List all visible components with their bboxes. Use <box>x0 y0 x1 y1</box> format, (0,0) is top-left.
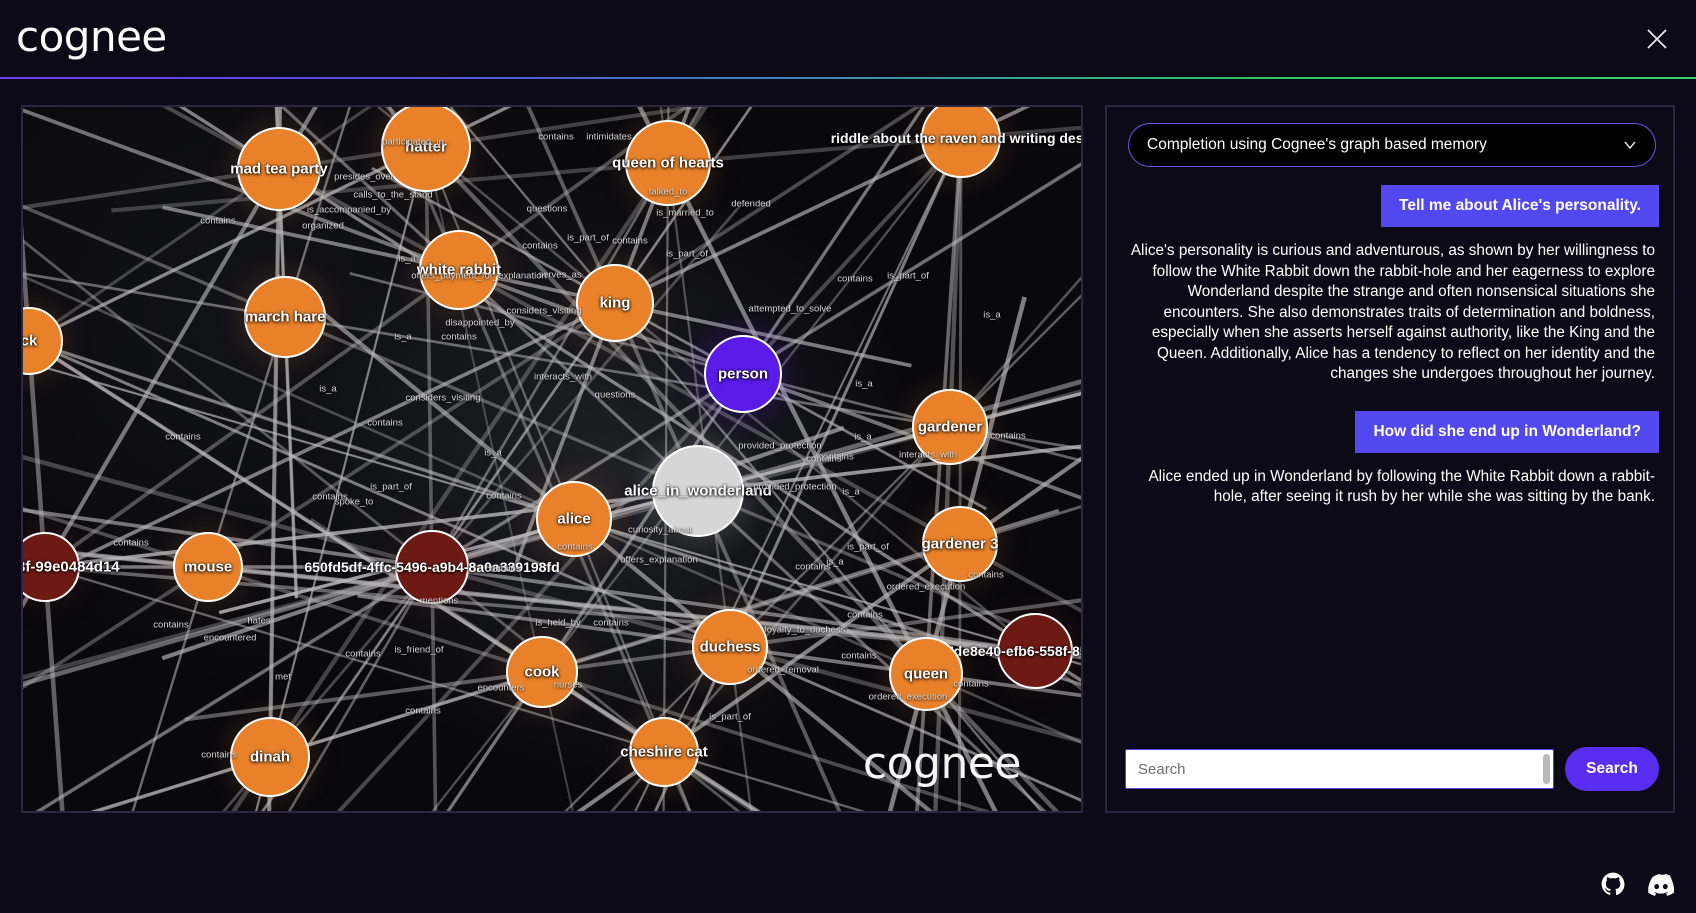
footer-social-links <box>1600 871 1674 897</box>
search-row: Search <box>1125 747 1659 791</box>
search-input-wrapper <box>1125 749 1554 789</box>
chat-message-user: How did she end up in Wonderland? <box>1355 410 1659 453</box>
graph-node[interactable] <box>395 530 469 604</box>
search-mode-value: Completion using Cognee's graph based me… <box>1147 136 1487 153</box>
github-icon[interactable] <box>1600 871 1626 897</box>
chat-panel: Completion using Cognee's graph based me… <box>1105 105 1675 813</box>
header-divider <box>0 77 1696 79</box>
graph-node[interactable] <box>921 107 1001 178</box>
search-button[interactable]: Search <box>1565 747 1659 791</box>
graph-node[interactable] <box>536 481 612 557</box>
close-icon[interactable] <box>1640 22 1674 56</box>
graph-node[interactable] <box>244 276 326 358</box>
graph-node[interactable] <box>173 532 243 602</box>
search-input[interactable] <box>1125 749 1554 789</box>
graph-node[interactable] <box>23 532 80 602</box>
knowledge-graph-panel[interactable]: hatter mad tea party queen of hearts riddle… <box>21 105 1083 813</box>
graph-node[interactable] <box>997 613 1073 689</box>
app-header: cognee <box>0 0 1696 79</box>
graph-node[interactable] <box>381 107 471 192</box>
graph-node[interactable] <box>629 717 699 787</box>
graph-canvas[interactable]: hatter mad tea party queen of hearts riddle… <box>23 107 1081 811</box>
graph-node[interactable] <box>625 120 711 206</box>
chat-message-user: Tell me about Alice's personality. <box>1381 185 1659 227</box>
chat-message-assistant: Alice's personality is curious and adven… <box>1130 242 1655 382</box>
search-scrollbar[interactable] <box>1543 754 1550 784</box>
chat-messages: Tell me about Alice's personality. Alice'… <box>1125 185 1659 725</box>
graph-node[interactable] <box>912 389 988 465</box>
graph-node[interactable] <box>889 637 963 711</box>
discord-icon[interactable] <box>1648 871 1674 897</box>
graph-node[interactable] <box>230 717 310 797</box>
graph-node[interactable] <box>692 609 768 685</box>
graph-node[interactable] <box>704 335 782 413</box>
graph-node[interactable] <box>237 127 321 211</box>
graph-node[interactable] <box>419 230 499 310</box>
graph-node[interactable] <box>652 445 744 537</box>
cognee-logo: cognee <box>16 12 167 61</box>
graph-node[interactable] <box>506 636 578 708</box>
chat-message-assistant: Alice ended up in Wonderland by followin… <box>1148 467 1655 506</box>
search-mode-select[interactable]: Completion using Cognee's graph based me… <box>1128 123 1656 167</box>
chevron-down-icon <box>1624 141 1636 150</box>
graph-node[interactable] <box>576 264 654 342</box>
graph-node[interactable] <box>922 506 998 582</box>
